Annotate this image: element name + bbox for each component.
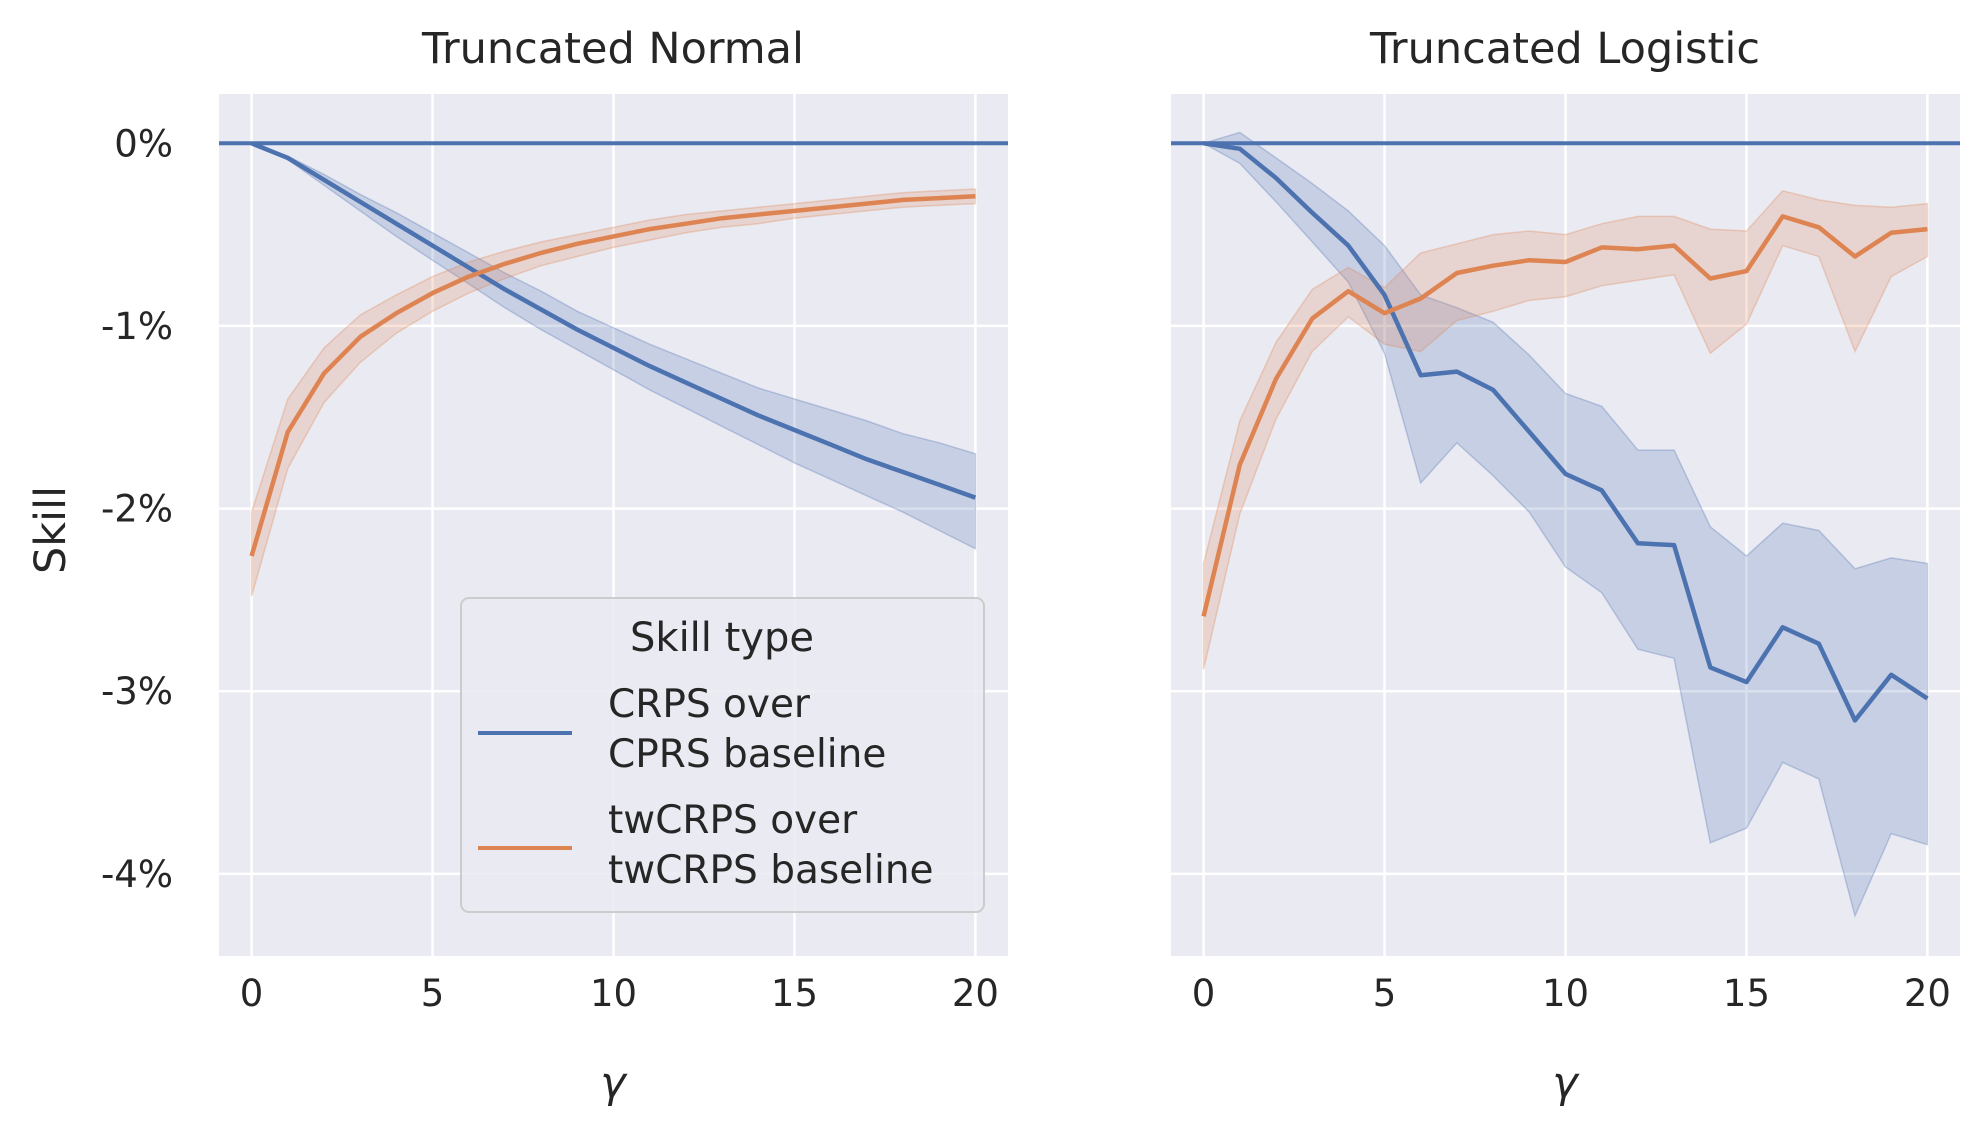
- x-tick-label: 0: [1192, 972, 1216, 1015]
- x-axis-label-right: γ: [1552, 1058, 1580, 1108]
- y-tick-label: -4%: [101, 853, 173, 896]
- y-tick-labels: 0% -1% -2% -3% -4%: [101, 122, 173, 896]
- series-line-crps: [250, 141, 977, 500]
- panel-left: 0 5 10 15 20 0% -1% -2% -3% -4% Truncated Normal…: [101, 24, 1008, 1108]
- series-line-crps: [1203, 141, 1929, 723]
- x-tick-label: 0: [240, 972, 264, 1015]
- panel-title-right: Truncated Logistic: [1369, 24, 1760, 74]
- ci-band-twcrps: [1202, 189, 1929, 670]
- x-tick-label: 5: [1373, 972, 1397, 1015]
- x-tick-label: 10: [1542, 972, 1589, 1015]
- y-tick-label: -3%: [101, 670, 173, 713]
- x-tick-label: 5: [421, 972, 445, 1015]
- y-tick-label: -1%: [101, 305, 173, 348]
- legend-box: [460, 597, 985, 913]
- legend-label-crps-line2: CPRS baseline: [608, 732, 886, 777]
- legend-label-twcrps-line2: twCRPS baseline: [608, 848, 934, 893]
- series-line-twcrps: [1201, 214, 1928, 617]
- x-axis-label-left: γ: [600, 1058, 628, 1108]
- series-lines-left: [219, 141, 1008, 557]
- y-axis-label: Skill: [26, 486, 76, 574]
- x-tick-label: 15: [1723, 972, 1770, 1015]
- legend: Skill type CRPS over CPRS baseline twCRP…: [460, 597, 985, 913]
- legend-label-crps-line1: CRPS over: [608, 682, 811, 727]
- y-tick-label: 0%: [114, 122, 173, 165]
- x-tick-label: 15: [771, 972, 818, 1015]
- series-line-twcrps: [249, 194, 976, 557]
- legend-title: Skill type: [630, 615, 814, 661]
- panel-right: 0 5 10 15 20 Truncated Logistic γ: [1171, 24, 1960, 1108]
- x-tick-label: 10: [590, 972, 637, 1015]
- x-tick-labels-right: 0 5 10 15 20: [1192, 972, 1951, 1015]
- x-tick-labels-left: 0 5 10 15 20: [240, 972, 999, 1015]
- legend-label-twcrps-line1: twCRPS over: [608, 798, 858, 843]
- y-tick-label: -2%: [101, 488, 173, 531]
- x-tick-label: 20: [1904, 972, 1951, 1015]
- ci-bands-right: [1201, 131, 1929, 919]
- panel-title-left: Truncated Normal: [421, 24, 804, 74]
- ci-band-crps: [1201, 131, 1929, 919]
- series-lines-right: [1171, 141, 1960, 723]
- x-tick-label: 20: [952, 972, 999, 1015]
